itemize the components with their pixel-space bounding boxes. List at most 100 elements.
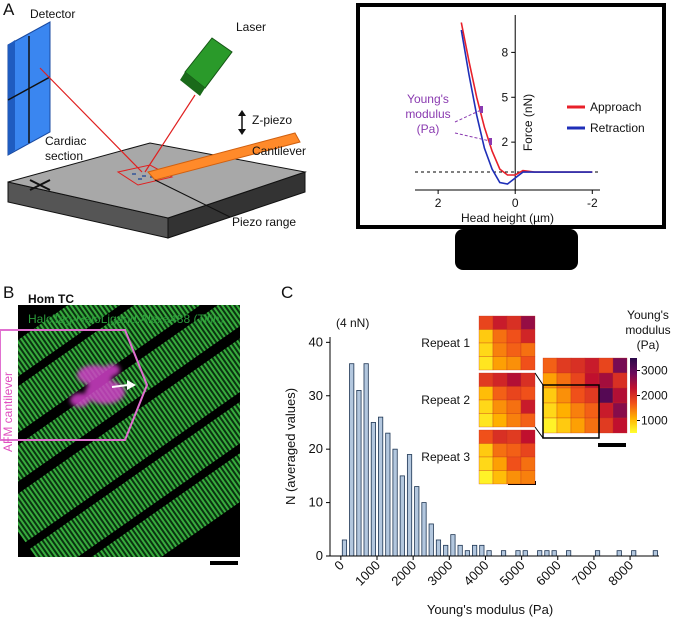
x-tick-label: 2	[435, 196, 442, 210]
heatmap-cell	[520, 429, 536, 444]
heatmap-cell	[520, 399, 536, 414]
bar	[464, 550, 470, 557]
diagram-label: Z-piezo	[252, 113, 292, 127]
highlight-box	[542, 384, 600, 439]
heatmap-cell	[478, 456, 494, 471]
heatmap-cell	[478, 372, 494, 387]
y-tick-label: 30	[309, 388, 323, 403]
bar	[515, 550, 521, 557]
heatmap-label: Repeat 3	[421, 450, 470, 464]
x-tick-label: 8000	[605, 558, 636, 589]
heatmap-label: Repeat 2	[421, 393, 470, 407]
heatmap-cell	[520, 329, 536, 344]
heatmap-cell	[598, 387, 614, 404]
heatmap-cell	[520, 386, 536, 401]
bar	[479, 544, 485, 557]
heatmap-cell	[570, 387, 586, 404]
heatmap-cell	[478, 443, 494, 458]
annotation: modulus	[405, 107, 450, 121]
heatmap-cell	[570, 402, 586, 419]
heatmap-cell	[478, 315, 494, 330]
bar	[616, 550, 622, 557]
x-tick-label: 5000	[497, 558, 528, 589]
heatmap-cell	[492, 470, 508, 485]
heatmap-cell	[584, 402, 600, 419]
colorbar-title: Young's	[627, 308, 669, 322]
cantilever-outline	[0, 329, 149, 441]
heatmap-cell	[542, 357, 558, 374]
x-tick-label: 1000	[352, 558, 383, 589]
heatmap-cell	[478, 413, 494, 428]
heatmap-cell	[542, 417, 558, 434]
heatmap-cell	[506, 342, 522, 357]
heatmap-cell	[478, 329, 494, 344]
y-tick-label: 10	[309, 495, 323, 510]
diagram-label: Laser	[236, 20, 266, 34]
y-tick-label: 20	[309, 441, 323, 456]
heatmap-cell	[584, 417, 600, 434]
colorbar-tick-label: 1000	[641, 414, 668, 428]
heatmap-cell	[478, 470, 494, 485]
heatmap-cell	[598, 372, 614, 389]
heatmap-cell	[478, 342, 494, 357]
bar	[537, 550, 543, 557]
heatmap-cell	[584, 387, 600, 404]
bar	[551, 550, 557, 557]
colorbar-title: (Pa)	[637, 338, 660, 352]
heatmap-cell	[492, 443, 508, 458]
bar	[385, 432, 391, 557]
bar	[406, 454, 413, 557]
heatmap-cell	[570, 357, 586, 374]
diagram-label: Detector	[30, 7, 75, 21]
heatmap-cell	[506, 372, 522, 387]
bar	[631, 550, 637, 557]
annotation: (Pa)	[417, 122, 440, 136]
panel-label: A	[3, 0, 15, 19]
annotation: (4 nN)	[336, 316, 369, 330]
monitor-stand	[455, 229, 578, 270]
y-axis-label: N (averaged values)	[283, 388, 298, 505]
bar	[349, 363, 355, 557]
cantilever-label: AFM cantilever	[1, 372, 15, 452]
heatmap-cell	[570, 417, 586, 434]
stain-label: HaloTag-HaloLigand:Alexa488 (Titin)	[28, 312, 224, 326]
heatmap-cell	[584, 357, 600, 374]
diagram-label: Piezo range	[232, 215, 296, 229]
bar	[544, 550, 550, 557]
heatmap-label: Repeat 1	[421, 336, 470, 350]
annotation-tick	[489, 138, 492, 145]
heatmap-cell	[520, 456, 536, 471]
bar	[392, 448, 398, 557]
heatmap-cell	[492, 372, 508, 387]
heatmap-cell	[598, 402, 614, 419]
heatmap-cell	[492, 315, 508, 330]
bar	[378, 416, 384, 557]
heatmap-cell	[506, 399, 522, 414]
heatmap-cell	[492, 413, 508, 428]
microscopy-image	[18, 305, 240, 557]
heatmap-cell	[520, 443, 536, 458]
heatmap-cell	[506, 329, 522, 344]
scale-bar	[598, 443, 626, 447]
heatmap-cell	[478, 356, 494, 371]
heatmap-cell	[520, 413, 536, 428]
panel-label: B	[3, 283, 14, 302]
legend-label: Approach	[590, 100, 641, 114]
heatmap-cell	[506, 413, 522, 428]
y-tick-label: 2	[502, 135, 509, 149]
panel-label: C	[281, 283, 293, 302]
x-tick-label: 0	[512, 196, 519, 210]
x-tick-label: 2000	[388, 558, 419, 589]
heatmap-cell	[612, 417, 628, 434]
diagram-label: section	[45, 149, 83, 163]
bar	[652, 550, 658, 557]
heatmap-cell	[492, 329, 508, 344]
bar	[356, 390, 362, 557]
x-axis-label: Head height (µm)	[461, 211, 554, 225]
heatmap-cell	[612, 402, 628, 419]
heatmap-cell	[556, 417, 572, 434]
x-tick-label: 3000	[424, 558, 455, 589]
heatmap-cell	[520, 356, 536, 371]
bar	[486, 550, 492, 557]
